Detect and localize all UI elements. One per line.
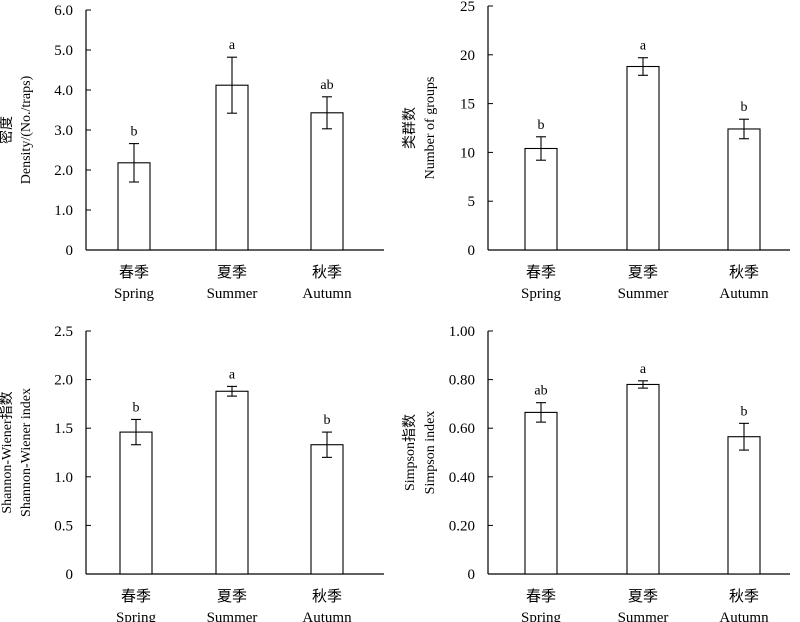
y-tick-label: 5.0 bbox=[54, 43, 73, 59]
significance-letter: b bbox=[133, 400, 140, 415]
significance-letter: a bbox=[640, 362, 647, 377]
x-category-label-en: Spring bbox=[521, 286, 562, 302]
y-tick-label: 6.0 bbox=[54, 3, 73, 19]
y-tick-label: 1.5 bbox=[54, 421, 73, 437]
x-category-label-en: Autumn bbox=[302, 610, 352, 622]
y-tick-label: 0 bbox=[468, 567, 476, 583]
chart-panel-4: 0 0.20 0.40 0.60 0.80 1.00 ab 春季 Spring a 夏季 Summer… bbox=[402, 324, 790, 622]
bar-autumn bbox=[310, 444, 344, 575]
y-tick-label: 1.0 bbox=[54, 470, 73, 486]
x-category-label-en: Autumn bbox=[302, 286, 352, 302]
bar-summer bbox=[626, 65, 660, 251]
x-category-label-cn: 春季 bbox=[121, 588, 151, 605]
y-tick-label: 2.0 bbox=[54, 373, 73, 389]
y-tick-label: 0 bbox=[468, 243, 476, 259]
y-tick-label: 25 bbox=[460, 0, 475, 15]
y-tick-label: 4.0 bbox=[54, 83, 73, 99]
y-tick-label: 5 bbox=[468, 194, 476, 210]
y-tick-label: 0.5 bbox=[54, 518, 73, 534]
significance-letter: a bbox=[229, 367, 236, 382]
significance-letter: a bbox=[229, 38, 236, 53]
x-category-label-cn: 秋季 bbox=[729, 588, 759, 605]
y-tick-label: 0.20 bbox=[449, 518, 475, 534]
significance-letter: ab bbox=[320, 78, 333, 93]
significance-letter: b bbox=[741, 404, 748, 419]
y-axis-label-en: Shannon-Wiener index bbox=[19, 388, 34, 517]
x-category-label-cn: 夏季 bbox=[217, 264, 247, 281]
chart-panel-1: 0 1.0 2.0 3.0 4.0 5.0 6.0 b 春季 Spring a 夏季 Summer ab 秋… bbox=[0, 3, 384, 302]
significance-letter: b bbox=[324, 413, 331, 428]
x-category-label-en: Spring bbox=[114, 286, 155, 302]
x-category-label-cn: 春季 bbox=[526, 264, 556, 281]
y-axis-label-cn: 类群数 bbox=[402, 107, 418, 149]
y-tick-label: 3.0 bbox=[54, 123, 73, 139]
x-category-label-en: Spring bbox=[521, 610, 562, 622]
y-tick-label: 20 bbox=[460, 48, 475, 64]
y-axis-label-cn: Simpson指数 bbox=[402, 414, 418, 491]
bar-summer bbox=[626, 383, 660, 575]
chart-panel-3: 0 0.5 1.0 1.5 2.0 2.5 b 春季 Spring a 夏季 Summer b 秋季 Aut… bbox=[0, 324, 384, 622]
significance-letter: b bbox=[131, 125, 138, 140]
significance-letter: b bbox=[538, 118, 545, 133]
x-category-label-en: Summer bbox=[207, 286, 258, 302]
x-category-label-cn: 秋季 bbox=[729, 264, 759, 281]
x-category-label-en: Autumn bbox=[719, 610, 769, 622]
bar-autumn bbox=[727, 128, 761, 251]
x-category-label-en: Summer bbox=[618, 610, 669, 622]
significance-letter: a bbox=[640, 39, 647, 54]
y-tick-label: 15 bbox=[460, 97, 475, 113]
bar-summer bbox=[215, 390, 249, 575]
y-tick-label: 1.00 bbox=[449, 324, 475, 340]
y-axis-label-cn: Shannon-Wiener指数 bbox=[0, 391, 15, 513]
x-category-label-cn: 春季 bbox=[526, 588, 556, 605]
y-tick-label: 0 bbox=[66, 243, 74, 259]
bar-spring bbox=[524, 147, 558, 251]
y-tick-label: 2.0 bbox=[54, 163, 73, 179]
bar-spring bbox=[524, 411, 558, 575]
x-category-label-cn: 夏季 bbox=[628, 264, 658, 281]
x-category-label-cn: 秋季 bbox=[312, 588, 342, 605]
y-axis-label-en: Density/(No./traps) bbox=[19, 75, 34, 184]
bar-autumn bbox=[727, 436, 761, 575]
y-tick-label: 10 bbox=[460, 145, 475, 161]
x-category-label-en: Summer bbox=[618, 286, 669, 302]
y-tick-label: 2.5 bbox=[54, 324, 73, 340]
y-tick-label: 0.40 bbox=[449, 470, 475, 486]
x-category-label-cn: 夏季 bbox=[628, 588, 658, 605]
y-tick-label: 1.0 bbox=[54, 203, 73, 219]
y-tick-label: 0.60 bbox=[449, 421, 475, 437]
y-axis-label-cn: 密度 bbox=[0, 116, 15, 144]
significance-letter: b bbox=[741, 100, 748, 115]
significance-letter: ab bbox=[534, 384, 547, 399]
bar-autumn bbox=[310, 112, 344, 251]
x-category-label-cn: 夏季 bbox=[217, 588, 247, 605]
x-category-label-cn: 春季 bbox=[119, 264, 149, 281]
x-category-label-cn: 秋季 bbox=[312, 264, 342, 281]
x-category-label-en: Spring bbox=[116, 610, 157, 622]
chart-panel-2: 0 5 10 15 20 25 b 春季 Spring a 夏季 Summer b 秋季 Autumn 类群数… bbox=[402, 0, 790, 302]
x-category-label-en: Autumn bbox=[719, 286, 769, 302]
y-tick-label: 0 bbox=[66, 567, 74, 583]
x-category-label-en: Summer bbox=[207, 610, 258, 622]
y-tick-label: 0.80 bbox=[449, 373, 475, 389]
bar-spring bbox=[119, 431, 153, 575]
y-axis-label-en: Simpson index bbox=[423, 411, 438, 495]
y-axis-label-en: Number of groups bbox=[423, 77, 438, 180]
